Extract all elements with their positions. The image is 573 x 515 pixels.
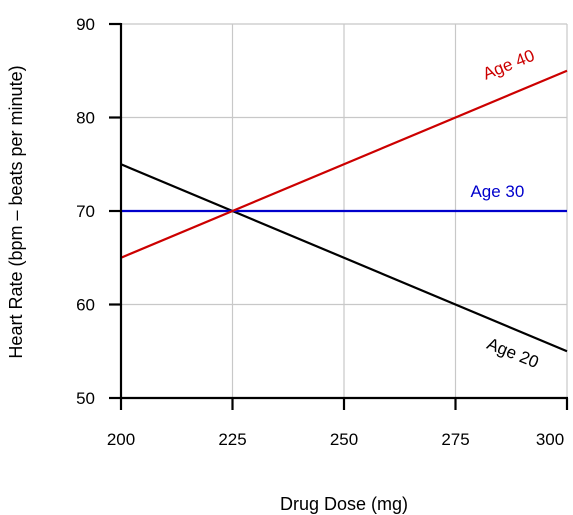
series-label-age-30: Age 30 xyxy=(470,182,524,201)
y-tick-label: 60 xyxy=(76,296,95,315)
x-tick-label: 275 xyxy=(441,430,469,449)
y-tick-label: 50 xyxy=(76,389,95,408)
x-tick-label: 200 xyxy=(107,430,135,449)
x-axis-title: Drug Dose (mg) xyxy=(280,494,408,514)
y-tick-label: 70 xyxy=(76,202,95,221)
y-axis-title: Heart Rate (bpm – beats per minute) xyxy=(6,65,26,358)
x-tick-label: 250 xyxy=(330,430,358,449)
x-tick-label: 300 xyxy=(536,430,564,449)
series-labels: Age 20 Age 30 Age 40 xyxy=(470,46,541,372)
series-label-age-40: Age 40 xyxy=(480,46,537,84)
x-tick-label: 225 xyxy=(218,430,246,449)
series-label-age-20: Age 20 xyxy=(484,334,541,372)
y-tick-label: 90 xyxy=(76,15,95,34)
y-tick-label: 80 xyxy=(76,109,95,128)
